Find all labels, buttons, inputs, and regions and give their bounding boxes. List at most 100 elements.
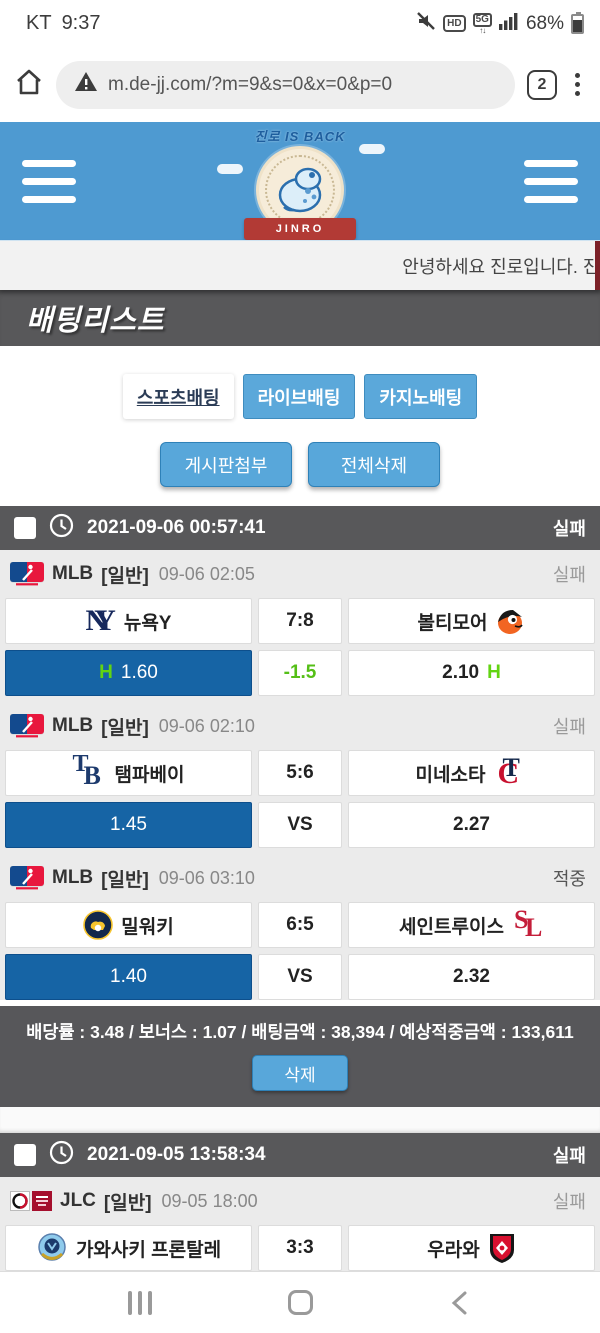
jinro-logo[interactable]: 진로 IS BACK JINRO bbox=[215, 126, 385, 240]
game-info-row: MLB [일반] 09-06 02:10 실패 bbox=[0, 702, 600, 750]
carrier-label: KT bbox=[26, 12, 52, 34]
side-panel-edge bbox=[595, 241, 600, 290]
url-bar[interactable]: m.de-jj.com/?m=9&s=0&x=0&p=0 bbox=[56, 60, 515, 109]
delete-all-button[interactable]: 전체삭제 bbox=[308, 442, 440, 487]
away-team-cell: 우라와 bbox=[348, 1225, 595, 1271]
bet-status: 실패 bbox=[552, 519, 586, 539]
home-team-name: 탬파베이 bbox=[114, 764, 185, 786]
vs-cell[interactable]: VS bbox=[258, 802, 342, 848]
game-time: 09-06 02:10 bbox=[158, 715, 255, 736]
score-cell: 3:3 bbox=[258, 1225, 342, 1271]
game-info-row: MLB [일반] 09-06 03:10 적중 bbox=[0, 854, 600, 902]
home-team-name: 뉴욕Y bbox=[123, 612, 172, 634]
tab-casino-betting[interactable]: 카지노배팅 bbox=[364, 374, 478, 419]
recents-button[interactable] bbox=[100, 1279, 180, 1327]
block-divider bbox=[0, 1107, 600, 1133]
board-attach-button[interactable]: 게시판첨부 bbox=[160, 442, 292, 487]
bet-status: 실패 bbox=[552, 1146, 586, 1166]
home-odds-cell[interactable]: H 1.60 bbox=[5, 650, 252, 696]
bet-checkbox[interactable] bbox=[14, 517, 36, 539]
handicap-h-icon: H bbox=[99, 662, 113, 683]
away-odds: 2.10 bbox=[442, 662, 480, 683]
away-odds-cell[interactable]: 2.32 bbox=[348, 954, 595, 1000]
team-row: 가와사키 프론탈레 3:3 우라와 bbox=[0, 1225, 600, 1271]
bet-datetime: 2021-09-05 13:58:34 bbox=[87, 1144, 266, 1165]
tab-switcher-button[interactable]: 2 bbox=[527, 69, 557, 100]
frog-badge-icon bbox=[256, 146, 344, 234]
clock-icon bbox=[48, 512, 75, 544]
bet-summary: 배당률 : 3.48 / 보너스 : 1.07 / 배팅금액 : 38,394 … bbox=[0, 1006, 600, 1107]
team-row: NY 뉴욕Y 7:8 볼티모어 bbox=[0, 598, 600, 644]
battery-icon bbox=[571, 11, 584, 34]
game-status: 실패 bbox=[552, 565, 586, 585]
home-team-name: 밀워키 bbox=[121, 916, 174, 938]
game-category: [일반] bbox=[101, 565, 149, 587]
score-cell: 7:8 bbox=[258, 598, 342, 644]
jleague-cup-icon bbox=[10, 1191, 52, 1211]
browser-toolbar: m.de-jj.com/?m=9&s=0&x=0&p=0 2 bbox=[0, 47, 600, 122]
bet-datetime: 2021-09-06 00:57:41 bbox=[87, 517, 266, 538]
network-5g-icon: 5G ↑↓ bbox=[472, 12, 492, 35]
game-category: [일반] bbox=[101, 869, 149, 891]
home-icon[interactable] bbox=[14, 67, 44, 102]
game-status: 실패 bbox=[552, 717, 586, 737]
delete-button[interactable]: 삭제 bbox=[252, 1055, 348, 1091]
handicap-cell[interactable]: -1.5 bbox=[258, 650, 342, 696]
right-menu-button[interactable] bbox=[524, 159, 578, 203]
league-name: MLB bbox=[52, 867, 94, 888]
game-status: 실패 bbox=[552, 1192, 586, 1212]
clock-icon bbox=[48, 1139, 75, 1171]
vs-cell[interactable]: VS bbox=[258, 954, 342, 1000]
games-list: MLB [일반] 09-06 02:05 실패 NY 뉴욕Y 7:8 볼티모어 bbox=[0, 550, 600, 1000]
home-odds-cell[interactable]: 1.45 bbox=[5, 802, 252, 848]
betting-tabs: 스포츠배팅 라이브배팅 카지노배팅 bbox=[0, 374, 600, 419]
yankees-logo-icon: NY bbox=[85, 604, 116, 637]
away-odds-cell[interactable]: 2.27 bbox=[348, 802, 595, 848]
home-odds: 1.60 bbox=[120, 662, 158, 683]
cloud-icon bbox=[217, 164, 243, 174]
handicap-h-icon: H bbox=[487, 662, 501, 683]
tab-live-betting[interactable]: 라이브배팅 bbox=[242, 374, 356, 419]
home-team-cell: 가와사키 프론탈레 bbox=[5, 1225, 252, 1271]
away-odds-cell[interactable]: 2.10 H bbox=[348, 650, 595, 696]
urawa-crest-icon bbox=[488, 1232, 516, 1264]
away-team-name: 우라와 bbox=[427, 1239, 480, 1261]
page-title: 배팅리스트 bbox=[26, 305, 165, 337]
mlb-league-icon bbox=[10, 866, 44, 890]
back-button[interactable] bbox=[420, 1279, 500, 1327]
home-button[interactable] bbox=[260, 1279, 340, 1327]
bet-checkbox[interactable] bbox=[14, 1144, 36, 1166]
home-odds-cell[interactable]: 1.40 bbox=[5, 954, 252, 1000]
game-time: 09-06 02:05 bbox=[158, 563, 255, 584]
tab-sports-betting[interactable]: 스포츠배팅 bbox=[122, 374, 234, 419]
logo-tagline: 진로 IS BACK bbox=[254, 129, 346, 144]
site-header: 진로 IS BACK JINRO bbox=[0, 122, 600, 240]
game-category: [일반] bbox=[101, 717, 149, 739]
action-buttons: 게시판첨부 전체삭제 bbox=[0, 442, 600, 487]
orioles-logo-icon bbox=[495, 607, 525, 635]
game-info-row: JLC [일반] 09-05 18:00 실패 bbox=[0, 1177, 600, 1225]
bet-header: 2021-09-05 13:58:34 실패 bbox=[0, 1133, 600, 1177]
hd-icon: HD bbox=[443, 15, 466, 32]
bet-header: 2021-09-06 00:57:41 실패 bbox=[0, 506, 600, 550]
odds-row: 1.40 VS 2.32 bbox=[0, 954, 600, 1000]
bet-block: 2021-09-06 00:57:41 실패 MLB [일반] 09-06 02… bbox=[0, 506, 600, 1107]
game-time: 09-05 18:00 bbox=[161, 1190, 258, 1211]
url-text: m.de-jj.com/?m=9&s=0&x=0&p=0 bbox=[108, 73, 393, 95]
status-bar: KT 9:37 HD 5G ↑↓ 68% bbox=[0, 0, 600, 47]
bet-summary-text: 배당률 : 3.48 / 보너스 : 1.07 / 배팅금액 : 38,394 … bbox=[26, 1022, 574, 1042]
signal-icon bbox=[498, 12, 519, 35]
game-status: 적중 bbox=[552, 869, 586, 889]
battery-percent: 68% bbox=[525, 12, 564, 34]
cloud-icon bbox=[359, 144, 385, 154]
mlb-league-icon bbox=[10, 714, 44, 738]
browser-menu-button[interactable] bbox=[569, 69, 586, 100]
left-menu-button[interactable] bbox=[22, 159, 76, 203]
